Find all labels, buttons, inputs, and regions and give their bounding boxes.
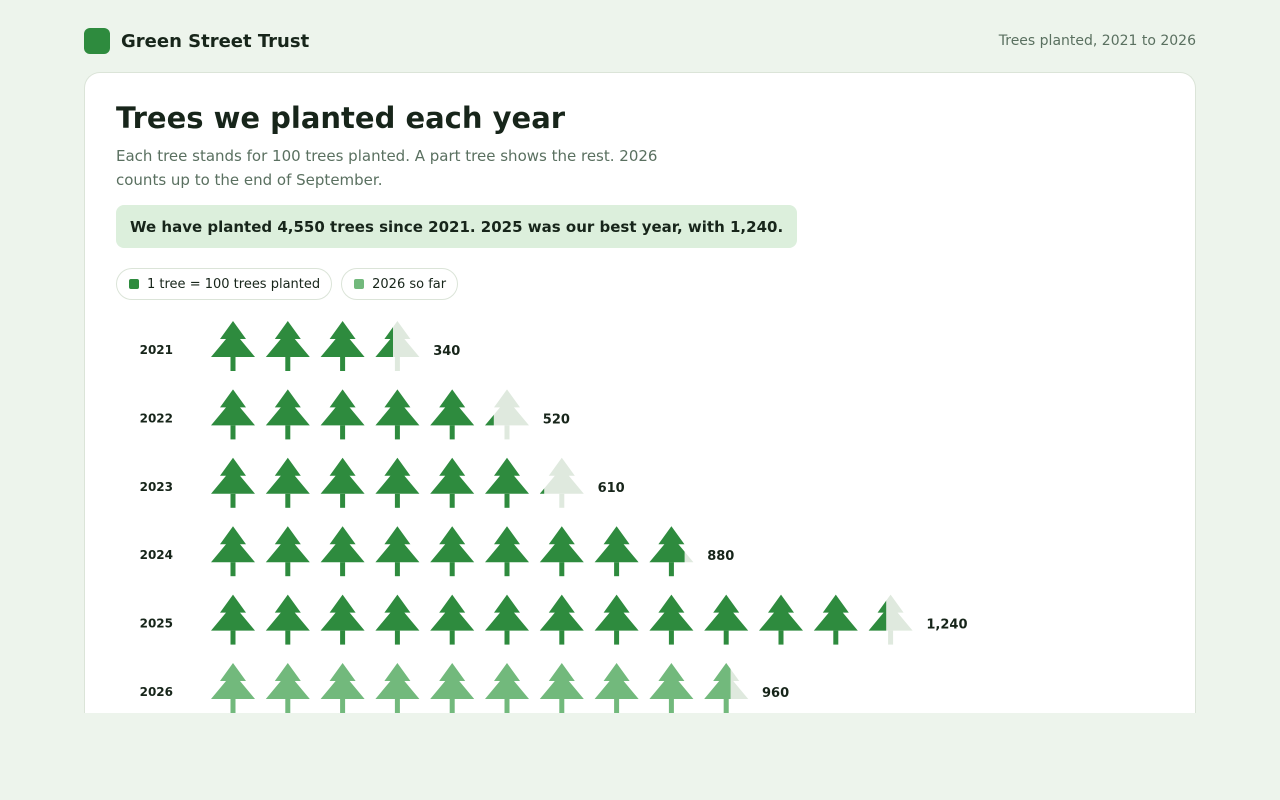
partial-tree-icon [704,663,749,713]
year-label: 2023 [140,480,173,494]
partial-tree-icon [649,526,694,577]
tree-icon [265,321,310,371]
header-caption: Trees planted, 2021 to 2026 [998,33,1196,49]
top-bar: Green Street Trust Trees planted, 2021 t… [84,28,1196,54]
tree-icon [485,663,529,713]
legend-label-partial: 2026 so far [372,276,447,292]
year-label: 2025 [140,617,173,631]
tree-icon [265,389,310,440]
tree-icon [430,663,475,713]
chart-row-2024: 2024 880 [140,526,734,577]
page-subtitle: Each tree stands for 100 trees planted. … [116,147,658,189]
tree-icon [539,526,584,577]
tree-icon [375,389,420,440]
summary-callout: We have planted 4,550 trees since 2021. … [116,205,798,248]
brand[interactable]: Green Street Trust [84,28,309,54]
brand-logo-icon [84,28,110,54]
tree-icon [375,457,420,508]
tree-icon [211,663,255,713]
tree-icon [430,457,475,508]
partial-tree-icon [868,594,913,645]
chart-row-2021: 2021 340 [140,321,460,371]
tree-icon [539,594,584,645]
tree-icon [211,321,255,371]
tree-icon [265,594,310,645]
tree-icon [265,663,310,713]
value-label: 610 [598,481,625,496]
chart-card: Trees we planted each year Each tree sta… [84,72,1196,713]
tree-icon [594,594,639,645]
tree-icon [211,457,255,508]
chart-row-2023: 2023 610 [140,457,625,508]
tree-icon [320,457,365,508]
tree-icon [265,526,310,577]
tree-icon [430,526,475,577]
legend-item-partial: 2026 so far [341,268,459,300]
tree-icon-fill [375,327,393,357]
tree-icon [320,321,365,371]
tree-icon [375,526,420,577]
legend-swatch-partial [354,279,365,289]
value-label: 960 [762,686,789,701]
tree-icon-fill [704,663,731,713]
tree-icon [594,526,639,577]
legend-swatch-full [129,279,139,289]
chart-row-2025: 2025 1,240 [140,594,968,645]
legend-label-unit: 1 tree = 100 trees planted [147,276,321,292]
tree-icon [594,663,639,713]
brand-name: Green Street Trust [121,30,310,52]
tree-icon [485,594,529,645]
tree-icon [485,457,529,508]
tree-icon [430,594,475,645]
year-label: 2026 [140,685,173,699]
tree-icon-fill [868,600,887,631]
value-label: 880 [707,549,734,564]
value-label: 520 [543,412,570,427]
tree-icon-fill [649,526,685,577]
tree-icon [265,457,310,508]
tree-icon [813,594,858,645]
tree-icon-empty [485,389,529,440]
tree-icon [649,594,694,645]
tree-icon [539,663,584,713]
tree-icon-empty [539,457,584,508]
value-label: 1,240 [926,618,967,633]
tree-icon [375,594,420,645]
tree-icon [320,594,365,645]
tree-icon [320,663,365,713]
tree-icon-fill [485,414,494,426]
year-label: 2024 [140,548,173,562]
partial-tree-icon [485,389,529,440]
tree-icon-empty [375,321,420,371]
value-label: 340 [433,344,460,359]
tree-icon [704,594,749,645]
tree-icon [211,594,255,645]
tree-icon [211,389,255,440]
tree-icon [320,389,365,440]
legend: 1 tree = 100 trees planted 2026 so far [116,268,459,300]
tree-icon [430,389,475,440]
chart-row-2022: 2022 520 [140,389,570,440]
tree-icon [211,526,255,577]
chart-row-2026: 2026 960 [140,663,789,713]
tree-icon [320,526,365,577]
tree-icon [375,663,420,713]
page-title: Trees we planted each year [116,101,566,135]
year-label: 2022 [140,411,173,425]
tree-icon [649,663,694,713]
legend-item-unit: 1 tree = 100 trees planted [116,268,333,300]
partial-tree-icon [375,321,420,371]
tree-icon [485,526,529,577]
year-label: 2021 [140,343,173,357]
tree-icon-empty [868,594,913,645]
partial-tree-icon [539,457,584,508]
tree-icon [759,594,803,645]
